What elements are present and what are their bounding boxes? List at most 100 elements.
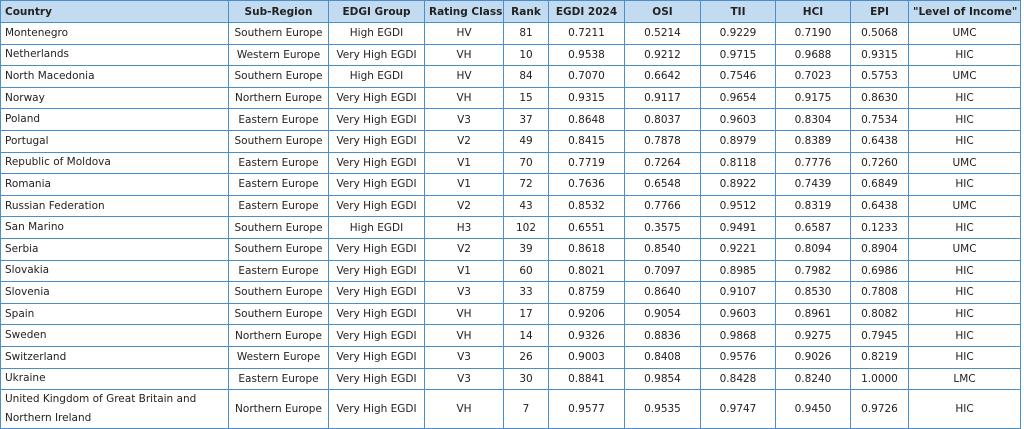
- table-cell: 0.7070: [548, 65, 625, 88]
- table-cell: Serbia: [0, 237, 229, 261]
- table-cell: 0.9535: [624, 389, 701, 429]
- table-cell: V2: [424, 129, 504, 153]
- table-cell: 0.9576: [700, 345, 776, 369]
- table-cell: 0.3575: [624, 216, 701, 239]
- table-cell: 0.8408: [624, 345, 701, 369]
- table-cell: Poland: [0, 108, 229, 131]
- table-cell: 0.8759: [548, 281, 625, 304]
- table-cell: HIC: [908, 389, 1021, 429]
- table-cell: 0.8319: [775, 194, 851, 218]
- table-cell: Russian Federation: [0, 194, 229, 218]
- table-cell: 0.8118: [700, 151, 776, 175]
- table-cell: 0.9212: [624, 43, 701, 67]
- table-cell: 0.8618: [548, 237, 625, 261]
- table-cell: UMC: [908, 22, 1021, 45]
- table-cell: 0.9491: [700, 216, 776, 239]
- table-cell: HIC: [908, 345, 1021, 369]
- table-cell: 0.7808: [850, 281, 909, 304]
- table-cell: UMC: [908, 65, 1021, 88]
- table-cell: San Marino: [0, 216, 229, 239]
- table-body: Montenegro Southern Europe High EGDI HV 81 0.…: [0, 22, 1021, 429]
- table-cell: Southern Europe: [228, 129, 329, 153]
- table-cell: Very High EGDI: [328, 281, 425, 304]
- table-cell: HIC: [908, 302, 1021, 326]
- table-cell: 0.5068: [850, 22, 909, 45]
- table-row: San Marino Southern Europe High EGDI H3 102 0…: [0, 216, 1021, 239]
- table-cell: North Macedonia: [0, 65, 229, 88]
- table-cell: Very High EGDI: [328, 129, 425, 153]
- table-cell: 0.8240: [775, 367, 851, 391]
- table-cell: Eastern Europe: [228, 194, 329, 218]
- table-cell: 0.9603: [700, 302, 776, 326]
- table-cell: 0.8094: [775, 237, 851, 261]
- table-cell: HV: [424, 22, 504, 45]
- table-cell: 0.9206: [548, 302, 625, 326]
- table-row: Sweden Northern Europe Very High EGDI VH 14 0…: [0, 324, 1021, 347]
- column-header: EDGI Group: [328, 0, 425, 23]
- table-cell: 0.8530: [775, 281, 851, 304]
- table-row: Montenegro Southern Europe High EGDI HV 81 0.…: [0, 22, 1021, 45]
- table-cell: 0.7190: [775, 22, 851, 45]
- column-header: EPI: [850, 0, 909, 23]
- table-cell: Very High EGDI: [328, 151, 425, 175]
- table-cell: Very High EGDI: [328, 389, 425, 429]
- table-row: Slovakia Eastern Europe Very High EGDI V1 60…: [0, 259, 1021, 283]
- table-head: Country Sub-Region EDGI Group Rating Class R…: [0, 0, 1021, 23]
- table-cell: HIC: [908, 108, 1021, 131]
- table-cell: VH: [424, 324, 504, 347]
- table-cell: HIC: [908, 324, 1021, 347]
- table-cell: 0.9868: [700, 324, 776, 347]
- table-cell: 49: [503, 129, 549, 153]
- table-row: Netherlands Western Europe Very High EGDI V…: [0, 43, 1021, 67]
- table-cell: 1.0000: [850, 367, 909, 391]
- table-cell: 30: [503, 367, 549, 391]
- table-cell: V3: [424, 367, 504, 391]
- table-cell: Western Europe: [228, 43, 329, 67]
- table-cell: Southern Europe: [228, 216, 329, 239]
- table-cell: 26: [503, 345, 549, 369]
- table-cell: Very High EGDI: [328, 237, 425, 261]
- table-cell: H3: [424, 216, 504, 239]
- table-cell: 0.8037: [624, 108, 701, 131]
- table-row: Serbia Southern Europe Very High EGDI V2 39 0…: [0, 237, 1021, 261]
- table-cell: Eastern Europe: [228, 367, 329, 391]
- table-cell: Northern Europe: [228, 324, 329, 347]
- column-header: Sub-Region: [228, 0, 329, 23]
- table-cell: 0.9315: [548, 86, 625, 110]
- table-cell: 0.5214: [624, 22, 701, 45]
- table-cell: 0.7766: [624, 194, 701, 218]
- table-cell: HIC: [908, 173, 1021, 196]
- table-cell: 60: [503, 259, 549, 283]
- table-cell: 37: [503, 108, 549, 131]
- table-cell: Very High EGDI: [328, 173, 425, 196]
- table-cell: Romania: [0, 173, 229, 196]
- table-row: Portugal Southern Europe Very High EGDI V2 4…: [0, 129, 1021, 153]
- table-cell: 0.7097: [624, 259, 701, 283]
- table-cell: 0.9688: [775, 43, 851, 67]
- table-cell: 0.7982: [775, 259, 851, 283]
- table-cell: 0.8219: [850, 345, 909, 369]
- table-cell: 0.9107: [700, 281, 776, 304]
- column-header: TII: [700, 0, 776, 23]
- table-cell: 0.9117: [624, 86, 701, 110]
- table-cell: Western Europe: [228, 345, 329, 369]
- table-cell: 10: [503, 43, 549, 67]
- table-cell: VH: [424, 86, 504, 110]
- table-cell: 84: [503, 65, 549, 88]
- table-cell: 0.8985: [700, 259, 776, 283]
- table-cell: 0.9054: [624, 302, 701, 326]
- table-cell: 0.6986: [850, 259, 909, 283]
- table-cell: Southern Europe: [228, 302, 329, 326]
- table-cell: 0.9221: [700, 237, 776, 261]
- table-cell: 7: [503, 389, 549, 429]
- table-cell: High EGDI: [328, 22, 425, 45]
- table-cell: 0.7439: [775, 173, 851, 196]
- table-cell: 0.8648: [548, 108, 625, 131]
- table-cell: V3: [424, 281, 504, 304]
- table-cell: 0.9577: [548, 389, 625, 429]
- table-row: North Macedonia Southern Europe High EGDI H…: [0, 65, 1021, 88]
- table-cell: 0.7260: [850, 151, 909, 175]
- table-cell: 0.6587: [775, 216, 851, 239]
- table-cell: 0.5753: [850, 65, 909, 88]
